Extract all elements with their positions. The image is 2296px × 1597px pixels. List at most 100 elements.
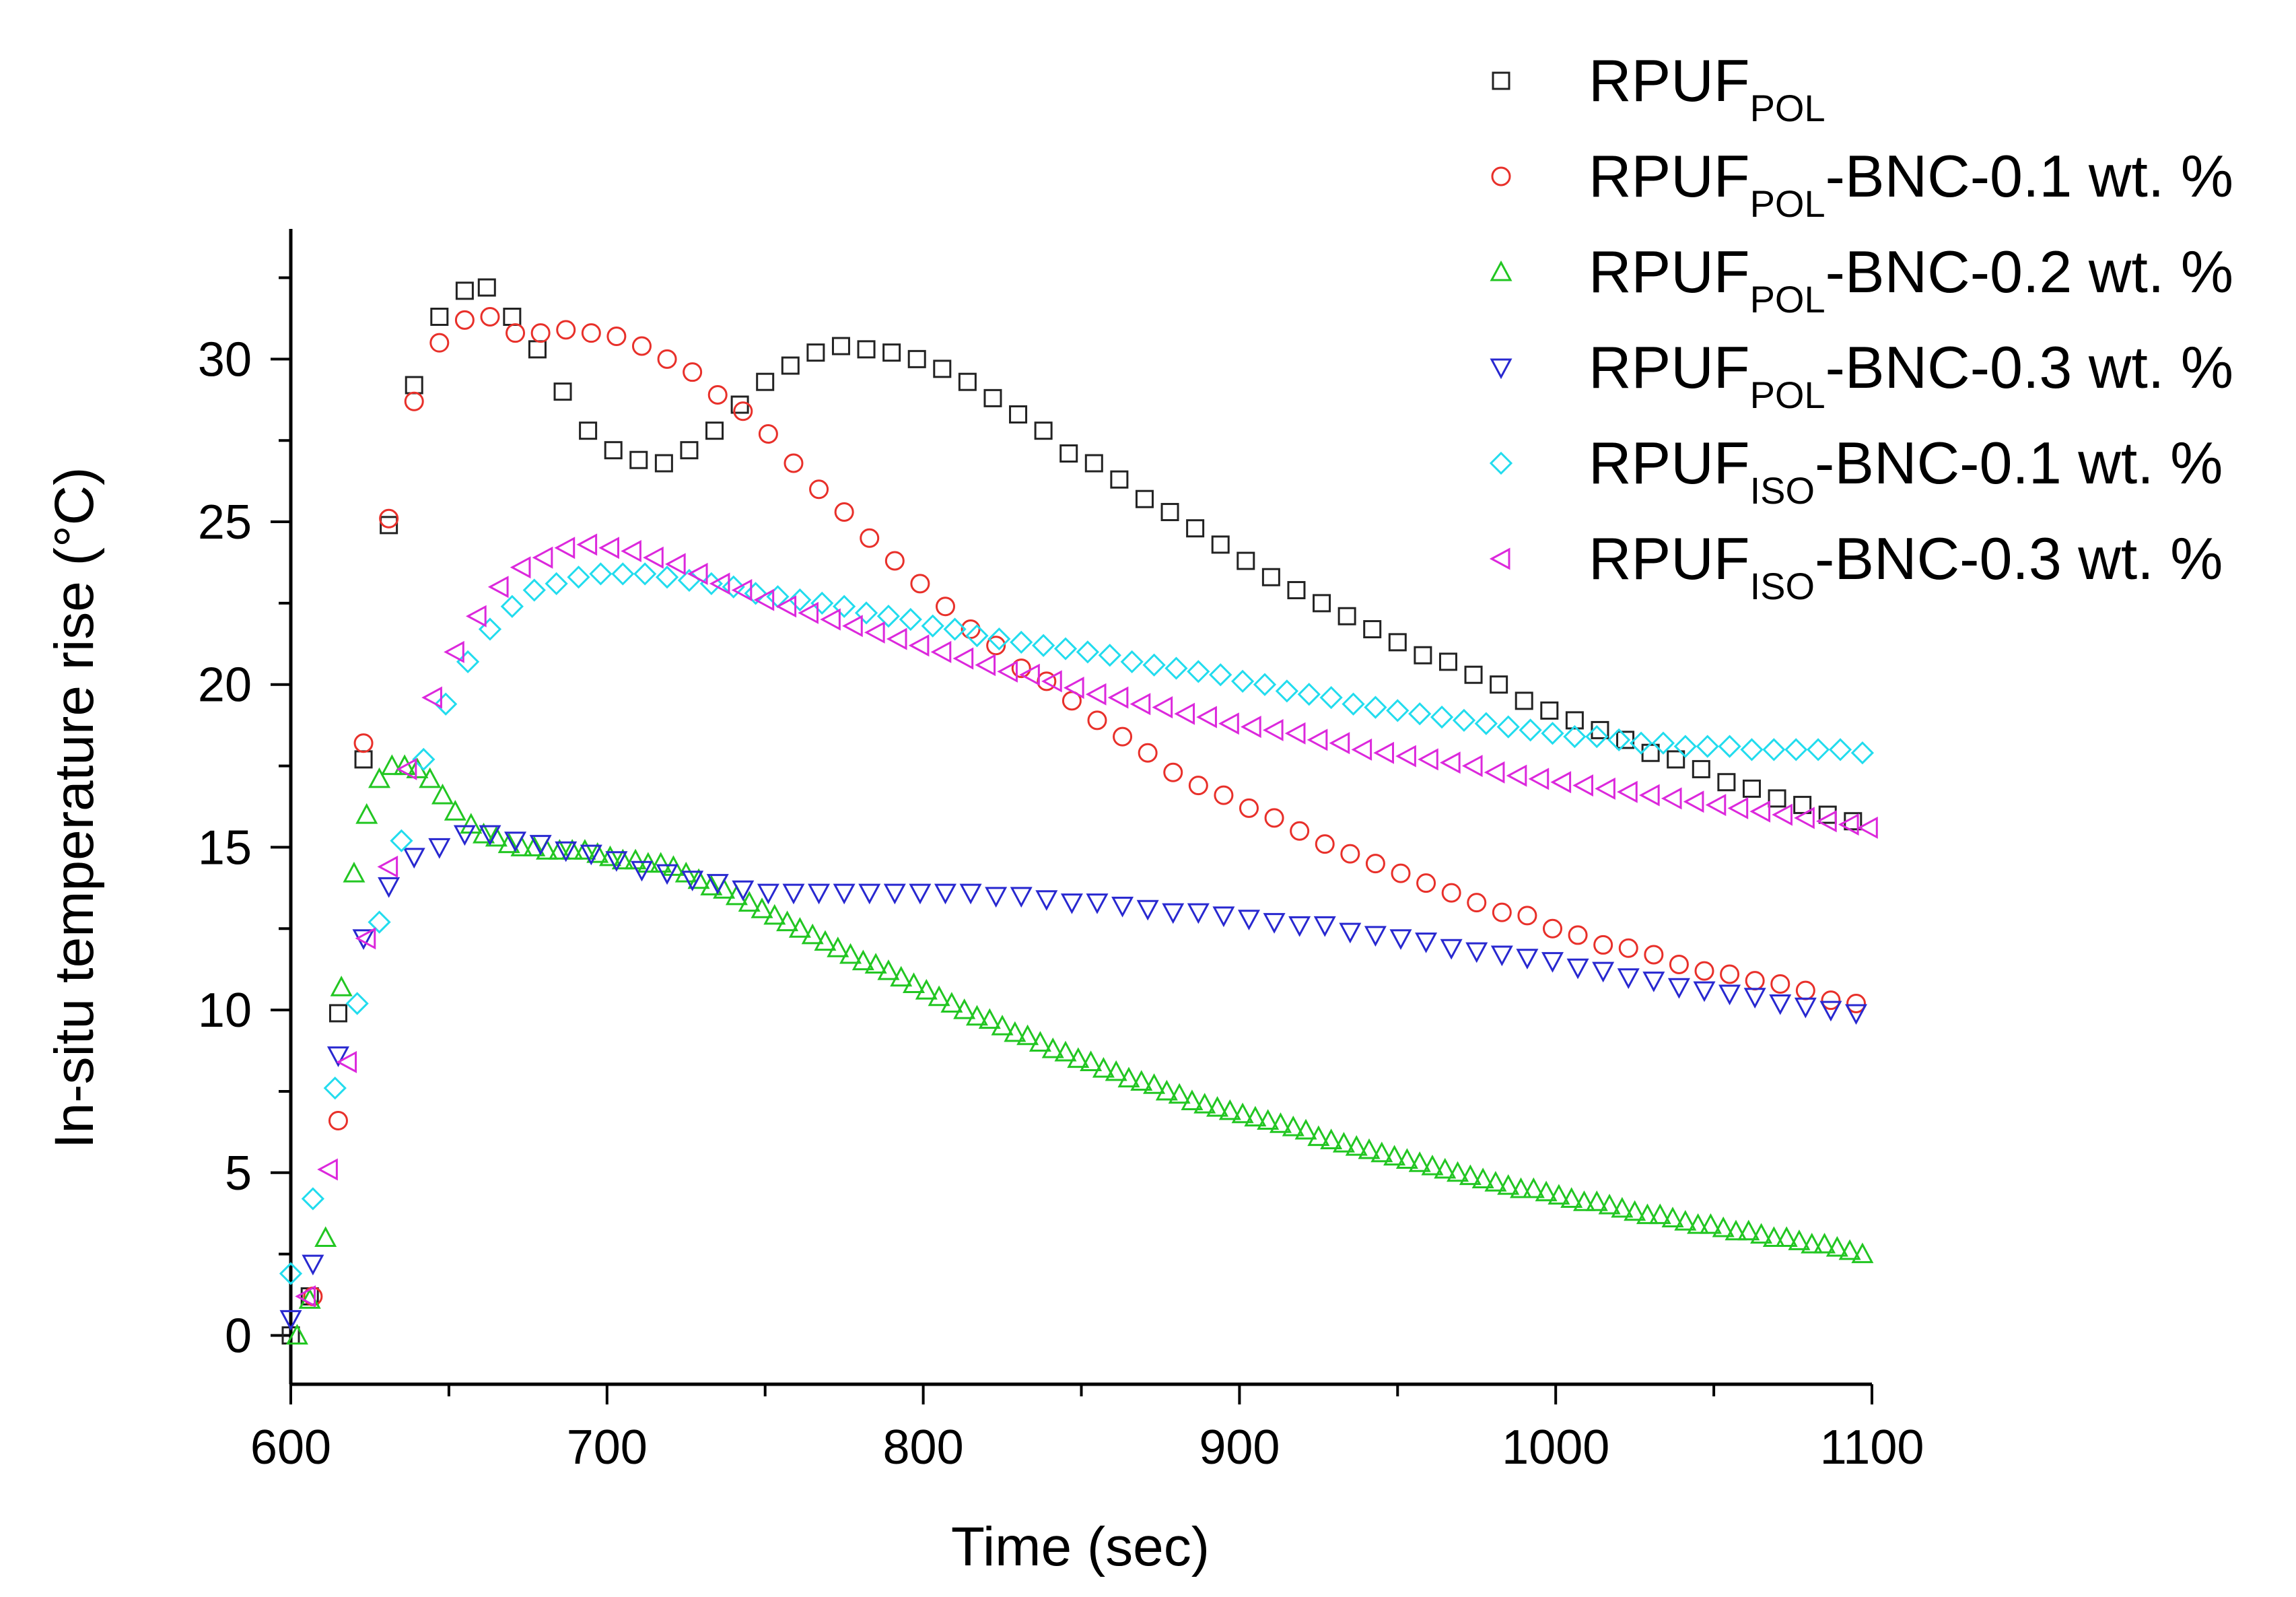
data-point xyxy=(336,1050,357,1073)
data-point xyxy=(782,883,805,905)
data-point xyxy=(1257,1109,1280,1130)
data-point xyxy=(1769,994,1792,1015)
data-point xyxy=(1105,1060,1127,1081)
data-point xyxy=(1294,1118,1317,1140)
data-point xyxy=(915,978,938,1000)
data-point xyxy=(279,1310,302,1331)
data-point xyxy=(455,281,474,300)
data-point xyxy=(368,910,391,934)
data-point xyxy=(1750,1223,1773,1244)
data-point xyxy=(556,320,576,340)
data-point xyxy=(1484,1171,1507,1192)
data-point xyxy=(934,883,956,905)
data-point xyxy=(1617,780,1638,803)
data-point xyxy=(801,923,824,945)
series-2-points xyxy=(303,307,1867,1306)
data-point xyxy=(1010,630,1033,654)
data-point xyxy=(1585,1190,1608,1211)
data-point xyxy=(1636,1203,1659,1225)
data-point xyxy=(454,310,475,330)
data-point xyxy=(1113,726,1133,747)
data-point xyxy=(1297,683,1321,706)
data-point xyxy=(1351,738,1372,761)
data-point xyxy=(1522,1177,1545,1198)
data-point xyxy=(1725,1219,1747,1241)
data-point xyxy=(506,323,526,343)
data-point xyxy=(1155,1079,1178,1101)
data-point xyxy=(1332,1132,1355,1153)
legend-marker xyxy=(1491,166,1511,186)
data-point xyxy=(598,537,619,559)
data-point xyxy=(1857,816,1878,839)
data-point xyxy=(355,927,376,950)
data-point xyxy=(1053,637,1078,660)
data-point xyxy=(1629,731,1653,755)
data-point xyxy=(302,1254,324,1276)
legend-label: RPUFISO-BNC-0.1 wt. % xyxy=(1589,430,2223,512)
data-point xyxy=(1415,932,1438,953)
data-point xyxy=(809,479,829,500)
data-point xyxy=(504,831,527,852)
data-point xyxy=(842,615,863,638)
data-point xyxy=(1461,755,1483,778)
data-point xyxy=(1016,1024,1039,1046)
data-point xyxy=(1010,887,1033,908)
data-point xyxy=(756,372,775,391)
data-point xyxy=(1004,1021,1027,1042)
data-point xyxy=(1490,945,1513,967)
y-tick-label: 25 xyxy=(198,496,252,549)
data-point xyxy=(567,566,590,589)
data-point xyxy=(753,588,775,611)
y-tick-label: 10 xyxy=(198,984,252,1038)
data-point xyxy=(705,421,724,440)
data-point xyxy=(1595,777,1615,800)
data-point xyxy=(858,883,881,905)
data-point xyxy=(864,953,887,974)
data-point xyxy=(798,601,819,624)
data-point xyxy=(664,553,686,576)
data-point xyxy=(285,1324,308,1345)
data-point xyxy=(1142,653,1166,677)
data-point xyxy=(1408,1151,1431,1172)
data-point xyxy=(1313,916,1336,937)
data-point xyxy=(1528,768,1550,790)
data-point xyxy=(1307,1125,1330,1147)
data-point xyxy=(722,575,745,599)
data-point xyxy=(1085,683,1107,706)
y-tick-label: 0 xyxy=(225,1309,252,1363)
x-tick-label: 1000 xyxy=(1502,1421,1609,1474)
data-point xyxy=(1388,633,1407,652)
data-point xyxy=(1041,1037,1064,1058)
data-point xyxy=(1364,926,1387,947)
data-point xyxy=(1452,708,1476,733)
x-tick-label: 1100 xyxy=(1820,1421,1924,1474)
data-point xyxy=(978,1008,1001,1029)
data-point xyxy=(421,686,442,709)
data-point xyxy=(814,930,837,951)
data-point xyxy=(553,382,572,401)
data-point xyxy=(368,767,391,788)
data-point xyxy=(997,660,1018,683)
legend-entry: RPUFPOL xyxy=(1492,47,1825,129)
data-point xyxy=(839,943,862,964)
data-point xyxy=(1086,893,1109,914)
data-point xyxy=(393,754,416,776)
data-point xyxy=(1212,906,1235,928)
data-point xyxy=(1749,800,1771,823)
data-point xyxy=(1694,961,1714,981)
series-4-points xyxy=(279,825,1868,1331)
data-point xyxy=(1490,675,1508,694)
data-point xyxy=(355,803,378,824)
data-point xyxy=(1054,1040,1077,1062)
data-point xyxy=(986,636,1006,656)
data-point xyxy=(487,576,509,599)
legend-label: RPUFPOL-BNC-0.3 wt. % xyxy=(1589,334,2233,416)
data-point xyxy=(1060,893,1083,914)
data-point xyxy=(1474,712,1498,735)
data-point xyxy=(738,891,761,912)
data-point xyxy=(1517,906,1537,926)
data-point xyxy=(1547,1184,1570,1205)
data-point xyxy=(478,617,502,641)
data-point xyxy=(604,441,623,460)
data-point xyxy=(345,992,369,1015)
